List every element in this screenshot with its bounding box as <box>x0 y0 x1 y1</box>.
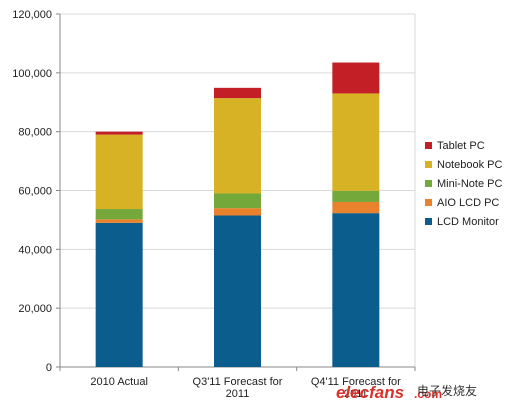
bar-segment-lcd-monitor <box>214 215 261 367</box>
x-tick-label: 2011 <box>226 388 250 400</box>
bar-segment-aio-lcd-pc <box>214 208 261 216</box>
bar-segment-mini-note-pc <box>95 209 143 220</box>
bars <box>95 62 380 367</box>
y-tick-label: 120,000 <box>12 9 52 21</box>
legend-swatch <box>425 142 432 149</box>
bar-segment-tablet-pc <box>332 62 380 94</box>
bar-segment-notebook-pc <box>214 98 261 194</box>
y-tick-label: 80,000 <box>18 127 52 139</box>
x-tick-label: 2011 <box>344 388 368 400</box>
x-tick-label: 2010 Actual <box>90 376 148 388</box>
legend-label: Notebook PC <box>437 159 502 171</box>
bar-segment-tablet-pc <box>95 131 143 135</box>
watermark: elecfans .com 电子发烧友 <box>336 383 477 402</box>
watermark-domain: .com <box>414 387 442 401</box>
bar-segment-notebook-pc <box>332 93 380 191</box>
legend-label: AIO LCD PC <box>437 197 499 209</box>
bar-segment-aio-lcd-pc <box>332 201 380 214</box>
legend-label: Mini-Note PC <box>437 178 502 190</box>
watermark-cn: 电子发烧友 <box>417 383 477 398</box>
bar-segment-notebook-pc <box>95 134 143 210</box>
bar-segment-lcd-monitor <box>332 213 380 367</box>
bar-segment-lcd-monitor <box>95 222 143 367</box>
legend-swatch <box>425 161 432 168</box>
bar-segment-mini-note-pc <box>332 190 380 202</box>
y-tick-label: 100,000 <box>12 68 52 80</box>
y-tick-label: 40,000 <box>18 244 52 256</box>
legend-swatch <box>425 199 432 206</box>
y-tick-label: 60,000 <box>18 186 52 198</box>
y-tick-label: 0 <box>46 362 52 374</box>
y-axis: 0 20,000 40,000 60,000 80,000 100,000 120,000 <box>12 9 415 374</box>
x-tick-label: Q3'11 Forecast for <box>193 376 283 388</box>
bar-segment-mini-note-pc <box>214 193 261 209</box>
watermark-brand: elecfans <box>336 383 404 402</box>
legend-label: Tablet PC <box>437 140 485 152</box>
legend-label: LCD Monitor <box>437 216 499 228</box>
legend: Tablet PC Notebook PC Mini-Note PC AIO LCD … <box>425 140 502 228</box>
legend-swatch <box>425 218 432 225</box>
bar-segment-aio-lcd-pc <box>95 219 143 223</box>
bar-segment-tablet-pc <box>214 87 261 99</box>
legend-swatch <box>425 180 432 187</box>
y-tick-label: 20,000 <box>18 303 52 315</box>
x-tick-label: Q4'11 Forecast for <box>311 376 401 388</box>
